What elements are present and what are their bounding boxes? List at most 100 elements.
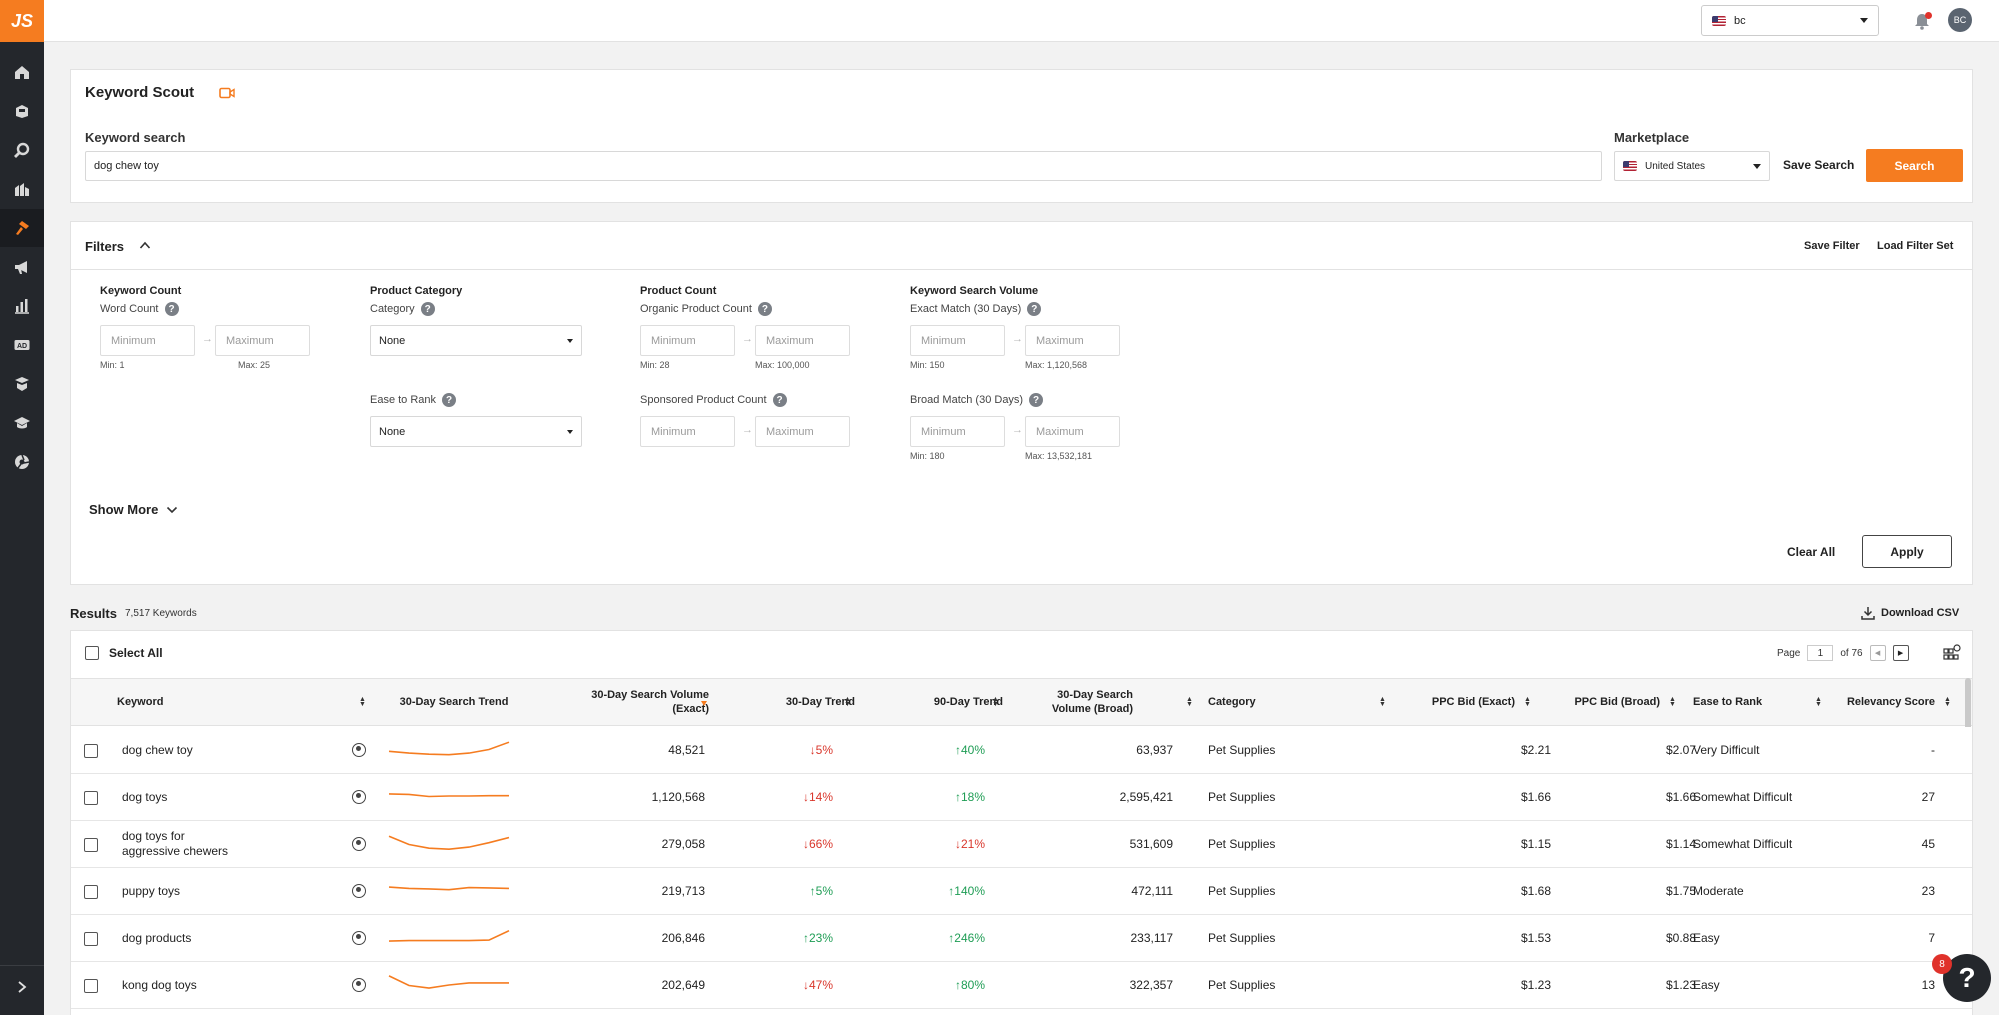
next-page-button[interactable]: ▶ bbox=[1892, 645, 1909, 661]
help-icon[interactable]: ? bbox=[772, 393, 787, 407]
product-box-icon[interactable] bbox=[0, 92, 44, 130]
row-checkbox[interactable] bbox=[84, 744, 98, 758]
cell-keyword[interactable]: dog chew toy bbox=[122, 742, 193, 757]
database-icon[interactable] bbox=[0, 170, 44, 208]
table-row[interactable]: puppy toys 219,713 ↑ 5% ↑ 140% 472,111 Pet Supp… bbox=[71, 868, 1972, 915]
row-checkbox[interactable] bbox=[84, 791, 98, 805]
word-count-max-input[interactable]: Maximum bbox=[215, 325, 310, 356]
sort-icon[interactable]: ▲ ▼ bbox=[1669, 696, 1676, 708]
keyword-search-input[interactable] bbox=[85, 151, 1602, 181]
clear-all-button[interactable]: Clear All bbox=[1787, 545, 1836, 559]
table-scrollbar[interactable] bbox=[1965, 678, 1971, 736]
organic-max-input[interactable]: Maximum bbox=[755, 325, 850, 356]
sort-icon[interactable]: ▲ ▼ bbox=[1186, 696, 1193, 708]
ad-icon[interactable]: AD bbox=[0, 326, 44, 364]
keyword-details-icon[interactable] bbox=[352, 884, 366, 898]
save-filter-button[interactable]: Save Filter bbox=[1804, 240, 1860, 252]
megaphone-icon[interactable] bbox=[0, 248, 44, 286]
select-all-checkbox[interactable] bbox=[85, 646, 99, 660]
sort-icon[interactable]: ▲ ▼ bbox=[1944, 696, 1951, 708]
help-icon[interactable]: ? bbox=[757, 302, 772, 316]
row-checkbox[interactable] bbox=[84, 979, 98, 993]
sponsored-max-input[interactable]: Maximum bbox=[755, 416, 850, 447]
search-button[interactable]: Search bbox=[1866, 149, 1963, 182]
sort-icon[interactable]: ▲ ▼ bbox=[1524, 696, 1531, 708]
keyword-details-icon[interactable] bbox=[352, 743, 366, 757]
load-filter-set-button[interactable]: Load Filter Set bbox=[1877, 240, 1954, 252]
col-volume-exact[interactable]: 30-Day Search Volume (Exact) bbox=[591, 689, 709, 715]
save-search-button[interactable]: Save Search bbox=[1783, 158, 1855, 172]
keyword-details-icon[interactable] bbox=[352, 790, 366, 804]
extension-icon[interactable] bbox=[0, 443, 44, 481]
col-relevancy-score[interactable]: Relevancy Score bbox=[1846, 696, 1935, 708]
sort-icon[interactable]: ▲ ▼ bbox=[844, 696, 851, 708]
organic-min-input[interactable]: Minimum bbox=[640, 325, 735, 356]
academy-icon[interactable] bbox=[0, 365, 44, 403]
help-icon[interactable]: ? bbox=[1027, 302, 1042, 316]
keyword-details-icon[interactable] bbox=[352, 978, 366, 992]
help-button[interactable]: ? bbox=[1943, 954, 1991, 1002]
keyword-details-icon[interactable] bbox=[352, 931, 366, 945]
sort-icon[interactable]: ▲ ▼ bbox=[1815, 696, 1822, 708]
avatar[interactable]: BC bbox=[1948, 8, 1972, 32]
ease-to-rank-select[interactable]: None bbox=[370, 416, 582, 447]
cell-keyword[interactable]: dog toys for aggressive chewers bbox=[122, 829, 229, 858]
keyword-details-icon[interactable] bbox=[352, 837, 366, 851]
bar-chart-icon[interactable] bbox=[0, 287, 44, 325]
home-icon[interactable] bbox=[0, 53, 44, 91]
col-90-day-trend[interactable]: 90-Day Trend bbox=[933, 696, 1003, 708]
help-icon[interactable]: ? bbox=[420, 302, 435, 316]
jungle-scout-logo[interactable]: JS bbox=[0, 0, 44, 42]
account-selector[interactable]: bc bbox=[1701, 5, 1879, 36]
filters-header[interactable]: Filters Save Filter Load Filter Set bbox=[71, 222, 1972, 270]
cell-keyword[interactable]: kong dog toys bbox=[122, 977, 197, 992]
col-30-day-trend[interactable]: 30-Day Trend bbox=[785, 696, 855, 708]
word-count-min-input[interactable]: Minimum bbox=[100, 325, 195, 356]
sort-icon[interactable]: ▲ ▼ bbox=[1379, 696, 1386, 708]
keyword-hammer-icon[interactable] bbox=[0, 209, 44, 247]
download-csv-button[interactable]: Download CSV bbox=[1861, 606, 1959, 620]
cell-keyword[interactable]: puppy toys bbox=[122, 883, 181, 898]
table-row[interactable]: dog toys 1,120,568 ↓ 14% ↑ 18% 2,595,421 Pet Su… bbox=[71, 774, 1972, 821]
row-checkbox[interactable] bbox=[84, 932, 98, 946]
sort-icon[interactable]: ▲ ▼ bbox=[992, 696, 999, 708]
chevron-up-icon[interactable] bbox=[139, 241, 151, 249]
help-icon[interactable]: ? bbox=[1029, 393, 1044, 407]
apply-button[interactable]: Apply bbox=[1862, 535, 1952, 568]
col-volume-broad[interactable]: 30-Day Search Volume (Broad) bbox=[1051, 689, 1133, 715]
video-icon[interactable] bbox=[219, 87, 235, 99]
help-icon[interactable]: ? bbox=[164, 302, 179, 316]
exact-max-input[interactable]: Maximum bbox=[1025, 325, 1120, 356]
col-keyword[interactable]: Keyword bbox=[117, 696, 164, 708]
sort-icon[interactable]: ▲ ▼ bbox=[359, 696, 366, 708]
row-checkbox[interactable] bbox=[84, 885, 98, 899]
col-ease-to-rank[interactable]: Ease to Rank bbox=[1693, 696, 1763, 708]
notification-dot bbox=[1925, 12, 1932, 19]
column-settings-icon[interactable] bbox=[1943, 644, 1961, 662]
cell-keyword[interactable]: dog products bbox=[122, 930, 192, 945]
broad-max-input[interactable]: Maximum bbox=[1025, 416, 1120, 447]
category-select[interactable]: None bbox=[370, 325, 582, 356]
broad-min-input[interactable]: Minimum bbox=[910, 416, 1005, 447]
help-icon[interactable]: ? bbox=[442, 393, 457, 407]
page-number-input[interactable]: 1 bbox=[1807, 645, 1834, 661]
show-more-button[interactable]: Show More bbox=[89, 502, 178, 517]
table-row[interactable]: dog products 206,846 ↑ 23% ↑ 246% 233,117 Pet S… bbox=[71, 915, 1972, 962]
table-row[interactable]: dog toys for aggressive chewers 279,058 ↓ 6… bbox=[71, 821, 1972, 868]
col-ppc-broad[interactable]: PPC Bid (Broad) bbox=[1574, 696, 1660, 708]
cell-keyword[interactable]: dog toys bbox=[122, 789, 168, 804]
search-icon[interactable] bbox=[0, 131, 44, 169]
select-all[interactable]: Select All bbox=[85, 646, 163, 660]
col-ppc-exact[interactable]: PPC Bid (Exact) bbox=[1431, 696, 1515, 708]
marketplace-select[interactable]: United States bbox=[1614, 151, 1770, 181]
exact-min-input[interactable]: Minimum bbox=[910, 325, 1005, 356]
row-checkbox[interactable] bbox=[84, 838, 98, 852]
col-category[interactable]: Category bbox=[1208, 696, 1256, 708]
table-row[interactable]: kong dog toys 202,649 ↓ 47% ↑ 80% 322,357 Pet S… bbox=[71, 962, 1972, 1009]
table-row[interactable]: dog chew toy 48,521 ↓ 5% ↑ 40% 63,937 Pet Suppl… bbox=[71, 727, 1972, 774]
previous-page-button[interactable]: ◀ bbox=[1869, 645, 1886, 661]
sponsored-min-input[interactable]: Minimum bbox=[640, 416, 735, 447]
graduation-cap-icon[interactable] bbox=[0, 404, 44, 442]
chevron-right-icon[interactable] bbox=[0, 972, 44, 1002]
sorted-desc-icon[interactable] bbox=[701, 701, 707, 706]
